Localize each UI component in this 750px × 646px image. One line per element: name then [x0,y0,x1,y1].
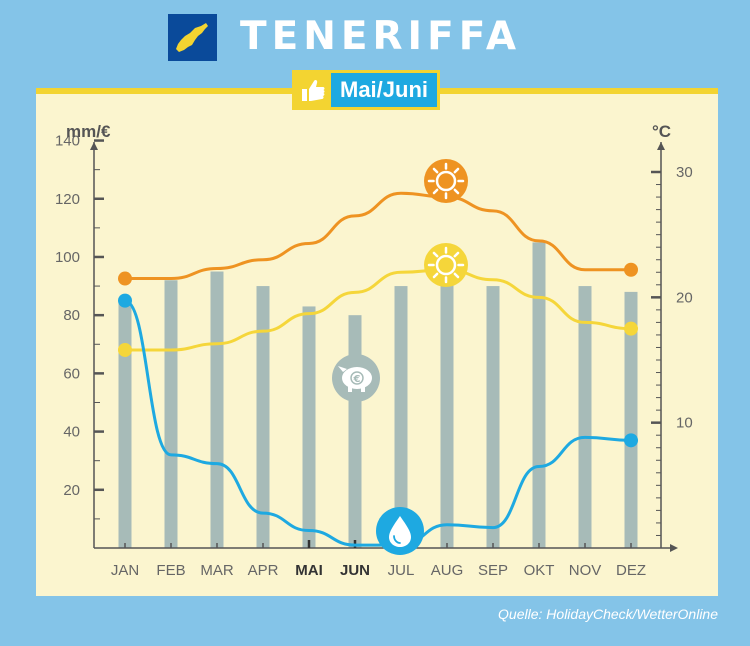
left-tick-label: 60 [63,365,80,382]
page-title: TENERIFFA [240,14,522,59]
x-tick-label-aug: AUG [431,562,464,579]
left-tick-label: 40 [63,424,80,441]
period-badge: Mai/Juni [292,70,441,110]
right-tick-label: 30 [676,164,693,181]
sun-icon [424,159,468,203]
precipitation-line [124,299,632,547]
price-bar-jul [394,286,408,548]
badge-label: Mai/Juni [331,73,438,107]
max-temperature-endpoint [118,271,132,286]
x-tick-label-feb: FEB [156,562,185,579]
price-bar-sep [486,286,500,548]
right-axis-label: °C [652,122,671,141]
price-bars [118,242,638,548]
x-tick-label-jun: JUN [340,562,370,579]
price-bar-mai [302,306,316,548]
x-tick-label-sep: SEP [478,562,508,579]
min-temperature-endpoint [624,321,638,336]
price-bar-aug [440,274,454,548]
price-bar-nov [578,286,592,548]
chart-icons: € [332,159,468,555]
price-bar-okt [532,242,546,548]
left-tick-label: 120 [55,191,80,208]
right-axis-arrow [657,142,665,150]
right-tick-label: 20 [676,289,693,306]
chart-lines [118,191,638,547]
left-axis-label: mm/€ [66,122,111,141]
right-tick-label: 10 [676,415,693,432]
x-tick-label-jan: JAN [111,562,139,579]
price-bar-apr [256,286,270,548]
precipitation-endpoint [624,433,638,448]
water-drop-icon [376,507,424,555]
max-temperature-endpoint [624,262,638,277]
x-tick-label-mar: MAR [200,562,234,579]
min-temperature-line [124,268,632,352]
x-tick-label-mai: MAI [295,562,323,579]
thumbs-up-icon [295,73,331,107]
header: TENERIFFA [0,0,750,90]
x-tick-label-dez: DEZ [616,562,646,579]
piggy-bank-euro-icon: € [332,354,380,402]
left-axis-arrow [90,142,98,150]
tenerife-island-icon [168,14,217,61]
left-tick-label: 20 [63,482,80,499]
precipitation-endpoint [118,293,132,308]
price-bar-jan [118,303,132,548]
price-bar-dez [624,291,638,548]
min-temperature-endpoint [118,342,132,357]
source-credit: Quelle: HolidayCheck/WetterOnline [498,606,718,622]
price-bar-jun [348,315,362,548]
x-axis-arrow [670,544,678,552]
x-tick-label-jul: JUL [388,562,415,579]
x-tick-label-okt: OKT [524,562,555,579]
x-tick-label-nov: NOV [569,562,602,579]
x-tick-label-apr: APR [248,562,279,579]
left-tick-label: 80 [63,307,80,324]
sun-icon [424,243,468,287]
svg-text:€: € [353,374,361,385]
left-tick-label: 140 [55,133,80,150]
left-tick-label: 100 [55,249,80,266]
price-bar-feb [164,280,178,548]
max-temperature-line [124,191,631,281]
price-bar-mar [210,271,224,548]
